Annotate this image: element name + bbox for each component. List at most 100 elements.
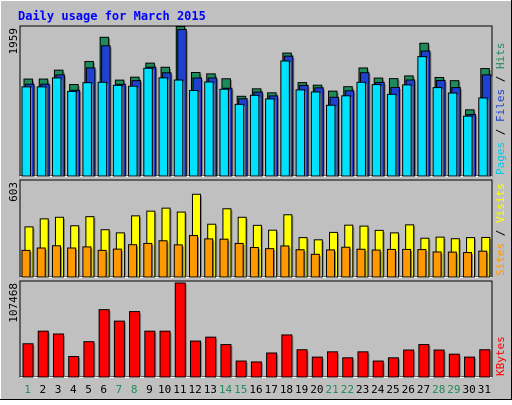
- day-tick-label: 31: [478, 383, 491, 396]
- sites-bar-31: [478, 250, 489, 278]
- pages-bar-21-rect: [326, 104, 336, 177]
- sites-bar-29-rect: [447, 251, 457, 278]
- sites-bar-7: [112, 248, 123, 278]
- sites-bar-30-rect: [463, 252, 473, 278]
- pages-bar-7: [112, 84, 124, 177]
- kbytes-bar-10-rect: [159, 330, 171, 378]
- day-tick-label: 21: [326, 383, 339, 396]
- pages-bar-15: [234, 103, 246, 177]
- sites-bar-7-rect: [112, 248, 122, 278]
- sites-bar-2: [36, 247, 47, 278]
- kbytes-bar-2: [37, 330, 50, 378]
- sites-bar-27-rect: [417, 249, 427, 278]
- sites-bar-14: [219, 238, 230, 278]
- sites-bar-22: [341, 246, 352, 278]
- pages-bar-27-rect: [417, 56, 427, 177]
- kbytes-bar-25-rect: [387, 357, 399, 378]
- day-tick-label: 18: [280, 383, 293, 396]
- pages-bar-10: [158, 77, 170, 177]
- day-tick-label: 27: [417, 383, 430, 396]
- legend: Pages / Files / Hits: [494, 43, 507, 176]
- pages-bar-6: [97, 81, 109, 177]
- kbytes-bar-22-rect: [342, 357, 354, 378]
- kbytes-bar-30-rect: [464, 356, 476, 378]
- sites-bar-5: [82, 246, 93, 278]
- chart-title: Daily usage for March 2015: [18, 9, 206, 23]
- pages-bar-1-rect: [21, 86, 31, 177]
- sites-bar-22-rect: [341, 246, 351, 278]
- day-tick-label: 9: [146, 383, 153, 396]
- pages-bar-23-rect: [356, 81, 366, 177]
- kbytes-bar-26-rect: [403, 349, 415, 378]
- pages-bar-31-rect: [478, 97, 488, 177]
- sites-bar-13-rect: [204, 238, 214, 278]
- pages-bar-14: [219, 88, 230, 177]
- kbytes-bar-26: [403, 349, 416, 378]
- max-value-label: 107468: [7, 283, 20, 323]
- kbytes-bar-8-rect: [129, 311, 141, 378]
- sites-bar-14-rect: [219, 238, 229, 278]
- pages-bar-2: [36, 86, 48, 177]
- pages-bar-8-rect: [128, 85, 138, 177]
- kbytes-bar-17-rect: [266, 352, 278, 378]
- kbytes-bar-24: [372, 360, 385, 378]
- pages-bar-2-rect: [36, 86, 47, 177]
- day-tick-label: 10: [158, 383, 171, 396]
- pages-bar-7-rect: [112, 84, 123, 177]
- kbytes-bar-18-rect: [281, 334, 293, 378]
- pages-bar-23: [356, 81, 367, 177]
- sites-bar-6-rect: [97, 249, 107, 278]
- pages-bar-17-rect: [265, 98, 275, 177]
- kbytes-bar-20-rect: [311, 356, 323, 378]
- kbytes-bar-14: [220, 344, 233, 378]
- kbytes-bar-17: [266, 352, 279, 378]
- kbytes-bar-2-rect: [37, 330, 49, 378]
- sites-bar-26-rect: [402, 248, 412, 278]
- legend-item: KBytes: [494, 336, 507, 376]
- sites-bar-24-rect: [371, 249, 381, 278]
- pages-bar-14-rect: [219, 88, 229, 177]
- pages-bar-15-rect: [234, 103, 245, 177]
- legend-item: Files: [494, 89, 507, 122]
- kbytes-bar-23-rect: [357, 351, 369, 378]
- legend-item: /: [494, 223, 507, 243]
- kbytes-bar-1-rect: [22, 343, 34, 378]
- day-tick-label: 2: [40, 383, 47, 396]
- sites-bar-19-rect: [295, 249, 305, 278]
- pages-bar-26: [402, 84, 413, 177]
- max-value-label: 603: [7, 182, 20, 202]
- kbytes-bar-5-rect: [83, 341, 95, 378]
- pages-bar-16: [249, 94, 261, 177]
- day-tick-label: 12: [188, 383, 201, 396]
- day-tick-label: 17: [265, 383, 278, 396]
- sites-bar-12: [188, 235, 199, 278]
- sites-bar-28-rect: [432, 251, 442, 278]
- day-tick-label: 11: [173, 383, 186, 396]
- kbytes-bar-19: [296, 349, 309, 378]
- kbytes-bar-12-rect: [189, 340, 201, 378]
- max-value-label: 1959: [7, 28, 20, 55]
- pages-bar-19-rect: [295, 89, 306, 177]
- pages-bar-31: [478, 97, 489, 177]
- kbytes-bar-18: [281, 334, 294, 378]
- sites-bar-16-rect: [249, 247, 259, 278]
- legend-item: Pages: [494, 142, 507, 175]
- sites-bar-2-rect: [36, 247, 46, 278]
- sites-bar-5-rect: [82, 246, 92, 278]
- sites-bar-18-rect: [280, 245, 290, 278]
- pages-bar-3: [51, 77, 63, 177]
- kbytes-bar-29-rect: [448, 353, 460, 378]
- sites-bar-23: [356, 248, 367, 278]
- sites-bar-1-rect: [21, 249, 31, 278]
- pages-bar-25: [386, 93, 398, 177]
- legend: Sites / Visits: [494, 183, 507, 276]
- sites-bar-9: [143, 242, 154, 278]
- kbytes-bar-30: [464, 356, 477, 378]
- kbytes-bar-28-rect: [433, 349, 445, 378]
- sites-bar-8-rect: [128, 244, 138, 278]
- kbytes-bar-3-rect: [52, 333, 64, 378]
- day-tick-label: 1: [24, 383, 31, 396]
- sites-bar-3-rect: [51, 245, 61, 278]
